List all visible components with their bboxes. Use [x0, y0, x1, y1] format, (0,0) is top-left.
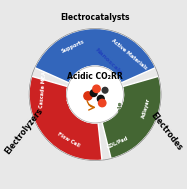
Text: Electrolyzers: Electrolyzers	[3, 107, 45, 156]
Wedge shape	[35, 29, 155, 83]
Text: Flow Cell: Flow Cell	[57, 132, 81, 148]
Text: Bulk
Scale: Bulk Scale	[53, 93, 68, 114]
Circle shape	[84, 92, 92, 100]
Text: Cascade MEA: Cascade MEA	[39, 71, 47, 108]
Circle shape	[102, 87, 108, 93]
Circle shape	[93, 85, 100, 92]
Text: GDL/Pad: GDL/Pad	[106, 135, 129, 149]
Circle shape	[90, 90, 97, 97]
Text: MicroScale: MicroScale	[118, 100, 123, 139]
Circle shape	[97, 95, 104, 102]
Circle shape	[67, 66, 123, 123]
Text: Electrodes: Electrodes	[148, 111, 184, 152]
Text: Nanoscale: Nanoscale	[94, 47, 123, 76]
Text: Acidic CO₂RR: Acidic CO₂RR	[67, 72, 123, 81]
Wedge shape	[29, 76, 102, 160]
Text: Supports: Supports	[61, 39, 85, 54]
Text: Electrocatalysts: Electrocatalysts	[60, 13, 130, 22]
Circle shape	[99, 99, 106, 107]
Wedge shape	[102, 76, 161, 159]
Text: Active Materials: Active Materials	[110, 38, 148, 70]
Text: Adlayer: Adlayer	[141, 97, 151, 119]
